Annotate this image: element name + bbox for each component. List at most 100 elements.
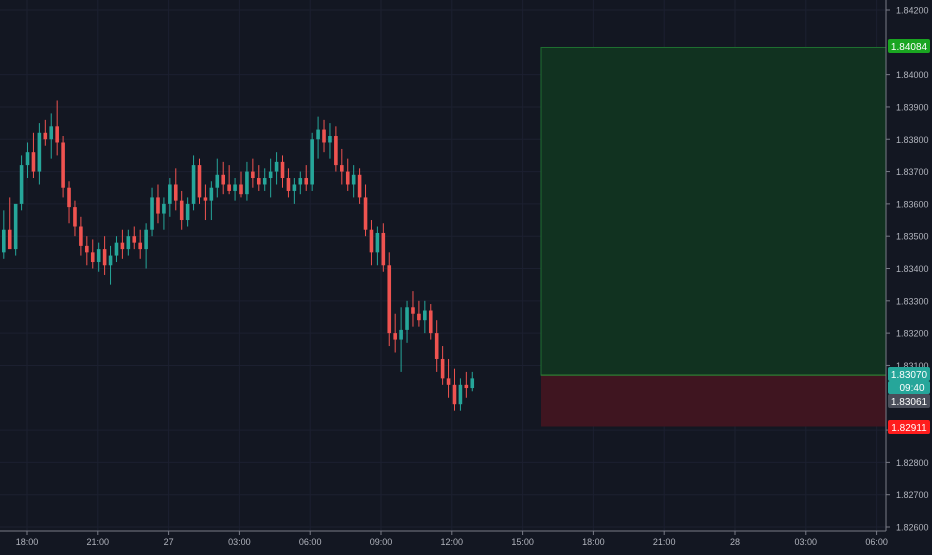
candle xyxy=(185,197,190,227)
candle xyxy=(470,371,475,392)
candle xyxy=(423,300,427,334)
candle-body xyxy=(363,197,368,230)
candle-body xyxy=(322,129,326,143)
candle-body xyxy=(85,245,89,253)
candle-body xyxy=(310,139,314,185)
candle-body xyxy=(67,187,71,208)
price-tick-label: 1.83100 xyxy=(896,361,929,371)
candle-body xyxy=(381,232,386,266)
price-tick-label: 1.82600 xyxy=(896,523,929,533)
candle xyxy=(31,132,36,179)
candle-body xyxy=(185,203,190,221)
take-profit-zone[interactable] xyxy=(540,46,887,376)
candle xyxy=(280,155,285,188)
price-tick-label: 1.82800 xyxy=(896,458,929,468)
candle-body xyxy=(138,242,142,250)
candle-body xyxy=(162,203,166,214)
candle xyxy=(209,181,214,221)
candle-body xyxy=(96,249,101,263)
candle xyxy=(2,210,6,259)
candle-body xyxy=(286,178,291,191)
candle xyxy=(73,200,77,237)
candle xyxy=(7,197,12,250)
candle-body xyxy=(375,232,380,253)
candle-body xyxy=(470,378,475,389)
candle xyxy=(375,226,380,266)
candle-body xyxy=(274,161,279,172)
candle-body xyxy=(393,333,397,340)
time-tick-label: 21:00 xyxy=(653,537,676,547)
last-price-label: 1.83061 xyxy=(891,397,928,408)
candle xyxy=(90,239,95,269)
candle xyxy=(61,136,65,198)
stop-loss-zone[interactable] xyxy=(541,375,886,427)
candle-body xyxy=(417,313,421,321)
candle-body xyxy=(156,197,160,214)
candle xyxy=(79,216,83,256)
candle xyxy=(215,158,220,198)
candle xyxy=(251,158,255,188)
candle xyxy=(120,229,125,259)
candle-body xyxy=(345,171,350,185)
price-tick-label: 1.83500 xyxy=(896,232,929,242)
price-tick-label: 1.83900 xyxy=(896,102,929,112)
candle xyxy=(221,161,226,195)
candle xyxy=(452,368,457,411)
candle-body xyxy=(221,174,226,185)
candle xyxy=(126,229,131,256)
price-tick-label: 1.83400 xyxy=(896,264,929,274)
candle xyxy=(132,226,137,250)
candle xyxy=(156,184,160,224)
candle-body xyxy=(262,178,267,185)
candle-body xyxy=(423,310,427,321)
candle-body xyxy=(191,165,196,204)
candle-body xyxy=(203,197,208,201)
candle-body xyxy=(227,184,231,191)
candle xyxy=(13,203,18,256)
candle-body xyxy=(73,207,77,227)
price-tick-label: 1.83200 xyxy=(896,329,929,339)
candle-body xyxy=(357,174,362,198)
candle-body xyxy=(340,165,344,172)
time-tick-label: 21:00 xyxy=(87,537,110,547)
candle-body xyxy=(120,242,125,250)
candle-body xyxy=(464,384,469,389)
candle xyxy=(179,190,184,230)
candle xyxy=(274,152,279,185)
candle-body xyxy=(292,184,297,191)
entry-price-label: 1.83070 xyxy=(891,370,928,381)
candle-body xyxy=(2,229,6,253)
candle-body xyxy=(434,333,439,359)
candle-body xyxy=(215,174,220,188)
candle-body xyxy=(150,197,154,230)
candle-body xyxy=(316,129,320,140)
candle-body xyxy=(428,310,433,334)
price-axis[interactable]: 1.84200 1.84000 1.83900 1.83800 1.83700 1.836… xyxy=(886,6,929,533)
candle-body xyxy=(369,229,374,253)
time-axis[interactable]: 18:00 21:00 27 03:00 06:00 09:00 12:00 15:00 18:… xyxy=(16,531,888,547)
target-price-label: 1.84084 xyxy=(891,42,928,53)
time-tick-label: 18:00 xyxy=(16,537,39,547)
candle xyxy=(405,300,409,343)
candle-body xyxy=(280,161,285,179)
candle-body xyxy=(446,378,451,385)
candle-body xyxy=(405,307,409,330)
candle-body xyxy=(55,126,59,143)
candle xyxy=(458,378,463,411)
candle-body xyxy=(245,171,249,195)
candle xyxy=(345,158,350,191)
candle xyxy=(417,300,421,327)
price-tick-label: 1.83700 xyxy=(896,167,929,177)
candle-body xyxy=(251,171,255,179)
candle-body xyxy=(102,249,107,266)
candle-body xyxy=(209,187,214,201)
candle-body xyxy=(13,203,18,250)
candle-body xyxy=(328,136,332,143)
candle xyxy=(162,197,166,230)
candle-body xyxy=(351,174,356,185)
candle-body xyxy=(126,236,131,250)
candle-body xyxy=(233,184,237,191)
candle xyxy=(316,116,320,159)
price-tick-label: 1.84200 xyxy=(896,6,929,16)
